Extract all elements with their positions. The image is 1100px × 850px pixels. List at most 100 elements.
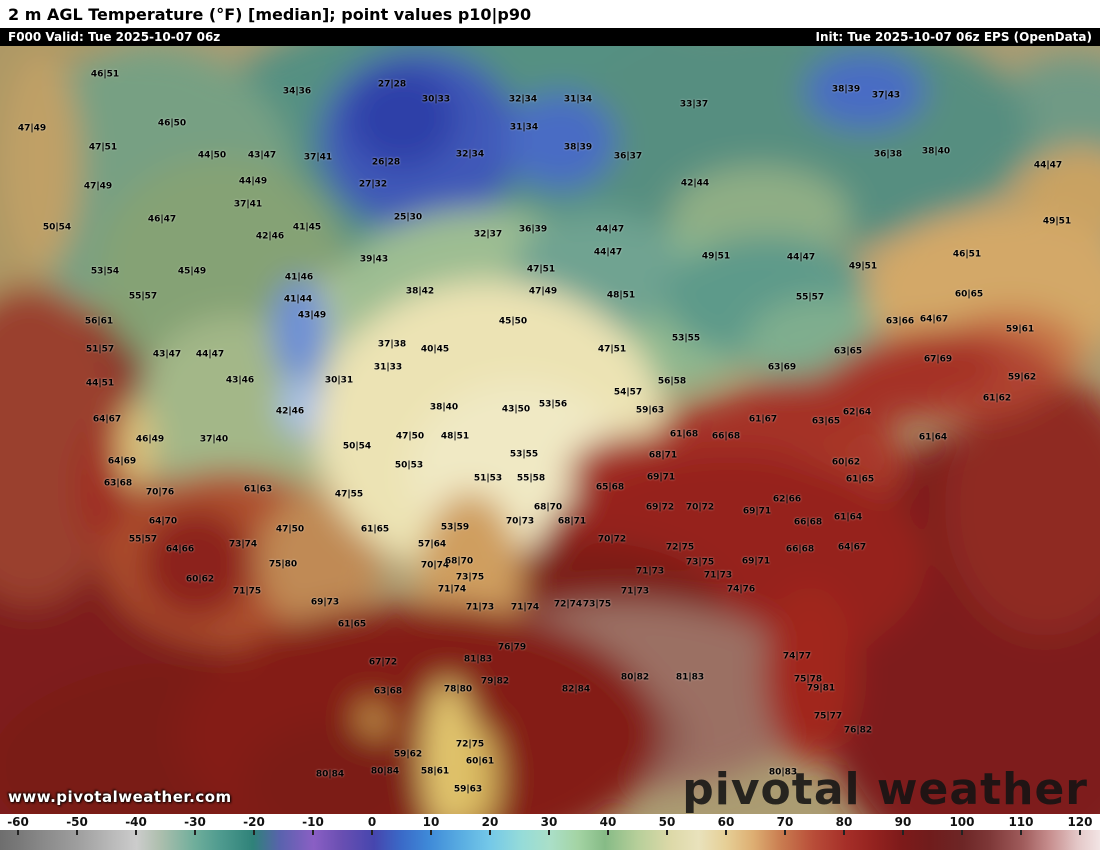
point-value-label: 63|69 <box>767 362 797 373</box>
point-value-label: 47|51 <box>597 344 627 355</box>
pivotal-weather-logo: pivotal weather <box>682 763 1088 814</box>
point-value-label: 54|57 <box>613 387 643 398</box>
point-value-label: 53|55 <box>509 449 539 460</box>
point-value-label: 41|46 <box>284 272 314 283</box>
point-value-label: 80|84 <box>370 766 400 777</box>
title-bar: 2 m AGL Temperature (°F) [median]; point… <box>0 0 1100 28</box>
point-value-label: 75|77 <box>813 711 843 722</box>
point-value-label: 44|50 <box>197 150 227 161</box>
point-value-label: 63|65 <box>811 416 841 427</box>
point-value-label: 44|51 <box>85 378 115 389</box>
point-value-label: 30|33 <box>421 94 451 105</box>
temperature-blobs <box>0 46 1100 814</box>
point-value-label: 32|34 <box>508 94 538 105</box>
point-value-label: 50|54 <box>342 441 372 452</box>
point-value-label: 74|76 <box>726 584 756 595</box>
point-value-label: 78|80 <box>443 684 473 695</box>
point-value-label: 69|73 <box>310 597 340 608</box>
point-value-label: 51|57 <box>85 344 115 355</box>
point-value-label: 60|62 <box>831 457 861 468</box>
point-value-label: 71|73 <box>620 586 650 597</box>
colorbar-tick-label: 30 <box>540 815 558 829</box>
point-value-label: 43|49 <box>297 310 327 321</box>
point-value-label: 65|68 <box>595 482 625 493</box>
point-value-label: 61|67 <box>748 414 778 425</box>
point-value-label: 72|75 <box>665 542 695 553</box>
point-value-label: 47|55 <box>334 489 364 500</box>
point-value-label: 38|39 <box>831 84 861 95</box>
point-value-label: 41|45 <box>292 222 322 233</box>
point-value-label: 59|63 <box>453 784 483 795</box>
point-value-label: 60|61 <box>465 756 495 767</box>
point-value-label: 30|31 <box>324 375 354 386</box>
point-value-label: 79|82 <box>480 676 510 687</box>
weather-map: 46|51 34|36 27|28 30|33 32|34 31|34 33|37 38|39… <box>0 46 1100 814</box>
point-value-label: 62|66 <box>772 494 802 505</box>
point-value-label: 40|45 <box>420 344 450 355</box>
colorbar-tick-label: -40 <box>125 815 147 829</box>
point-value-label: 37|41 <box>233 199 263 210</box>
point-value-label: 44|47 <box>593 247 623 258</box>
point-value-label: 67|72 <box>368 657 398 668</box>
point-value-label: 47|49 <box>83 181 113 192</box>
colorbar-tick-label: 10 <box>422 815 440 829</box>
point-value-label: 68|71 <box>557 516 587 527</box>
point-value-label: 60|65 <box>954 289 984 300</box>
point-value-label: 47|49 <box>528 286 558 297</box>
point-value-label: 36|39 <box>518 224 548 235</box>
point-value-label: 33|37 <box>679 99 709 110</box>
point-value-label: 49|51 <box>848 261 878 272</box>
point-value-label: 71|74 <box>510 602 540 613</box>
point-value-label: 69|71 <box>741 556 771 567</box>
point-value-label: 44|47 <box>786 252 816 263</box>
colorbar-tick-label: 60 <box>717 815 735 829</box>
point-value-label: 66|68 <box>785 544 815 555</box>
point-value-label: 46|47 <box>147 214 177 225</box>
point-value-label: 38|40 <box>429 402 459 413</box>
temperature-field-svg <box>0 46 1100 814</box>
colorbar-tick-label: -50 <box>66 815 88 829</box>
colorbar-tick-label: 100 <box>949 815 975 829</box>
point-value-label: 71|74 <box>437 584 467 595</box>
point-value-label: 42|46 <box>275 406 305 417</box>
point-value-label: 71|73 <box>703 570 733 581</box>
point-value-label: 49|51 <box>701 251 731 262</box>
point-value-label: 61|65 <box>845 474 875 485</box>
point-value-label: 59|62 <box>1007 372 1037 383</box>
point-value-label: 70|73 <box>505 516 535 527</box>
colorbar-tick-mark <box>135 830 138 835</box>
point-value-label: 61|68 <box>669 429 699 440</box>
point-value-label: 63|66 <box>885 316 915 327</box>
point-value-label: 37|43 <box>871 90 901 101</box>
point-value-label: 71|75 <box>232 586 262 597</box>
colorbar-tick-mark <box>548 830 550 835</box>
point-value-label: 57|64 <box>417 539 447 550</box>
valid-time-label: F000 Valid: Tue 2025-10-07 06z <box>8 30 221 44</box>
point-value-label: 43|47 <box>152 349 182 360</box>
point-value-label: 71|73 <box>635 566 665 577</box>
colorbar-gradient <box>0 830 1100 850</box>
point-value-label: 73|75 <box>582 599 612 610</box>
point-value-label: 61|64 <box>833 512 863 523</box>
colorbar-tick-mark <box>607 830 609 835</box>
point-value-label: 58|61 <box>420 766 450 777</box>
point-value-label: 53|56 <box>538 399 568 410</box>
map-point-layer: 46|51 34|36 27|28 30|33 32|34 31|34 33|37 38|39… <box>0 46 1100 814</box>
colorbar-tick-mark <box>783 830 786 835</box>
point-value-label: 67|69 <box>923 354 953 365</box>
point-value-label: 27|28 <box>377 79 407 90</box>
point-value-label: 81|83 <box>675 672 705 683</box>
point-value-label: 44|47 <box>1033 160 1063 171</box>
colorbar-tick-mark <box>666 830 668 835</box>
point-value-label: 80|83 <box>768 767 798 778</box>
point-value-label: 43|46 <box>225 375 255 386</box>
point-value-label: 70|72 <box>597 534 627 545</box>
point-value-label: 82|84 <box>561 684 591 695</box>
point-value-label: 37|40 <box>199 434 229 445</box>
point-value-label: 42|46 <box>255 231 285 242</box>
point-value-label: 59|62 <box>393 749 423 760</box>
point-value-label: 44|49 <box>238 176 268 187</box>
point-value-label: 34|36 <box>282 86 312 97</box>
point-value-label: 80|82 <box>620 672 650 683</box>
point-value-label: 53|54 <box>90 266 120 277</box>
